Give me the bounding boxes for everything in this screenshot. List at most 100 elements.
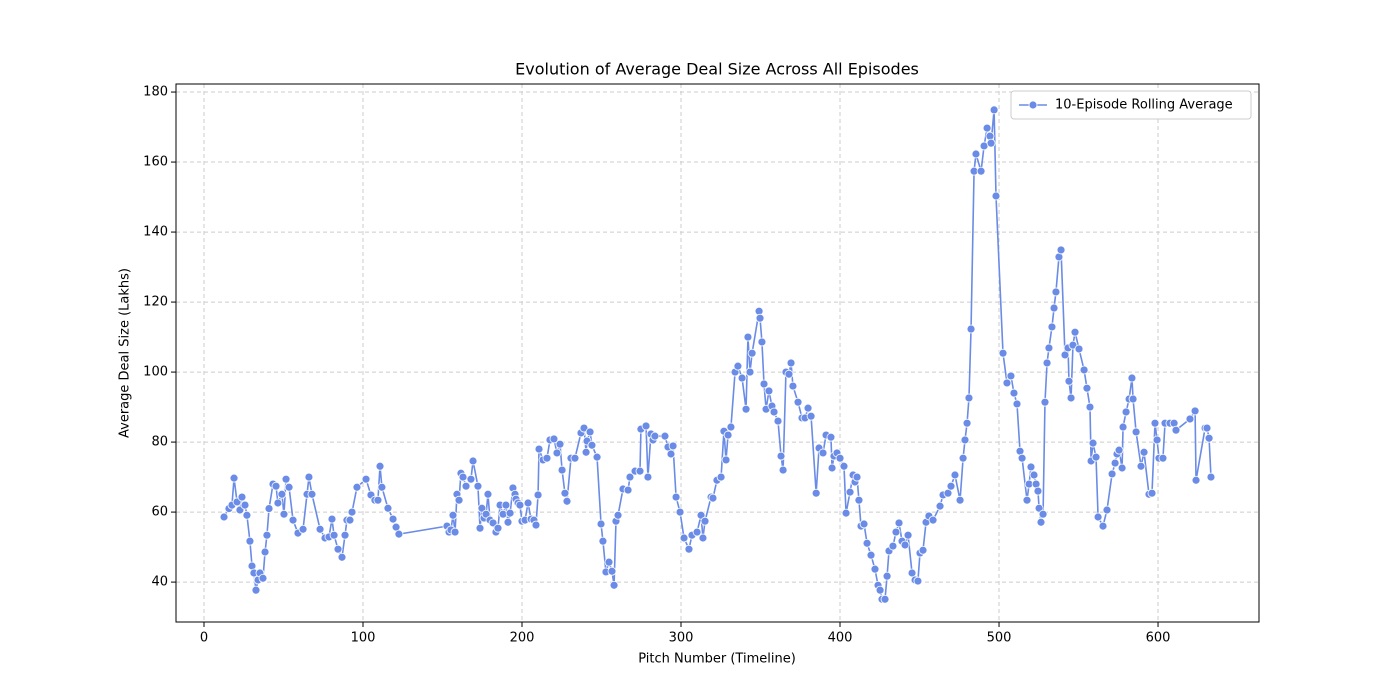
data-point	[1066, 393, 1076, 403]
data-point	[1128, 394, 1138, 404]
data-point	[315, 524, 325, 534]
data-point	[604, 557, 614, 567]
data-point	[1136, 461, 1146, 471]
data-point	[450, 527, 460, 537]
data-point	[388, 514, 398, 524]
data-point	[786, 358, 796, 368]
data-point	[557, 465, 567, 475]
data-point	[1117, 463, 1127, 473]
data-point	[827, 463, 837, 473]
data-point	[1206, 472, 1216, 482]
data-point	[377, 482, 387, 492]
data-point	[347, 507, 357, 517]
data-point	[264, 504, 274, 513]
data-point	[971, 149, 981, 159]
data-point	[623, 485, 633, 495]
data-point	[277, 489, 287, 499]
data-point	[1191, 475, 1201, 485]
data-point	[237, 492, 247, 502]
data-point	[852, 472, 862, 482]
data-point	[891, 527, 901, 537]
data-point	[304, 472, 314, 482]
data-point	[726, 422, 736, 432]
x-tick-label: 100	[351, 631, 376, 646]
data-point	[723, 430, 733, 440]
data-point	[650, 431, 660, 441]
data-point	[587, 440, 597, 450]
x-tick-label: 600	[1146, 631, 1171, 646]
data-point	[859, 519, 869, 529]
data-point	[1102, 505, 1112, 515]
data-point	[613, 510, 623, 520]
data-point	[1070, 327, 1080, 337]
y-axis-label: Average Deal Size (Lakhs)	[118, 268, 133, 438]
data-point	[251, 585, 261, 595]
data-point	[1190, 406, 1200, 416]
data-point	[607, 566, 617, 576]
data-point	[531, 520, 541, 530]
data-point	[260, 547, 270, 557]
data-point	[960, 435, 970, 445]
data-point	[533, 490, 543, 500]
data-point	[585, 427, 595, 437]
x-tick-label: 400	[828, 631, 853, 646]
data-point	[635, 466, 645, 476]
y-tick-label: 140	[143, 225, 168, 240]
data-point	[955, 495, 965, 505]
data-point	[475, 523, 485, 533]
data-point	[625, 472, 635, 482]
data-point	[737, 373, 747, 383]
data-point	[743, 332, 753, 342]
data-point	[862, 538, 872, 548]
data-point	[1012, 399, 1022, 409]
data-point	[986, 138, 996, 148]
data-point	[776, 451, 786, 461]
data-point	[666, 449, 676, 459]
data-point	[493, 523, 503, 533]
data-point	[1088, 438, 1098, 448]
data-point	[747, 348, 757, 358]
data-point	[219, 512, 229, 522]
data-point	[826, 432, 836, 442]
data-point	[928, 515, 938, 525]
data-point	[708, 493, 718, 503]
data-point	[337, 552, 347, 562]
data-point	[1017, 453, 1027, 463]
data-point	[946, 481, 956, 491]
data-point	[1042, 358, 1052, 368]
x-tick-label: 0	[200, 631, 208, 646]
data-point	[327, 514, 337, 524]
data-point	[745, 367, 755, 377]
data-point	[788, 381, 798, 391]
x-tick-label: 200	[510, 631, 535, 646]
data-point	[803, 403, 813, 413]
data-point	[870, 564, 880, 574]
data-point	[900, 540, 910, 550]
data-point	[845, 487, 855, 497]
legend-box	[1010, 90, 1252, 120]
data-point	[671, 492, 681, 502]
data-point	[1034, 503, 1044, 513]
y-tick-label: 160	[143, 155, 168, 170]
data-point	[698, 533, 708, 543]
data-point	[473, 481, 483, 491]
data-point	[394, 529, 404, 539]
data-point	[281, 474, 291, 484]
data-point	[773, 416, 783, 426]
data-point	[1147, 488, 1157, 498]
data-point	[1022, 495, 1032, 505]
data-point	[240, 500, 250, 510]
data-point	[454, 495, 464, 505]
data-point	[778, 465, 788, 475]
data-point	[755, 313, 765, 323]
data-point	[242, 510, 252, 520]
data-point	[757, 337, 767, 347]
data-point	[1152, 435, 1162, 445]
data-point	[982, 123, 992, 133]
data-point	[542, 453, 552, 463]
data-point	[684, 544, 694, 554]
y-tick-label: 80	[151, 435, 168, 450]
data-point	[1009, 388, 1019, 398]
data-point	[964, 393, 974, 403]
